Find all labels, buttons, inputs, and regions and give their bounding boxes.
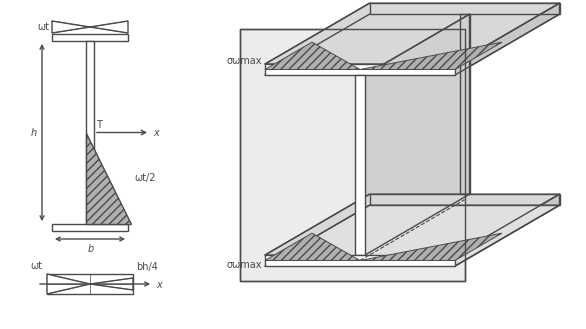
Polygon shape (86, 133, 131, 224)
Polygon shape (355, 75, 365, 255)
Polygon shape (265, 205, 560, 266)
Polygon shape (90, 21, 128, 33)
Text: bh/4: bh/4 (136, 262, 158, 272)
Bar (47, 274, 133, 294)
Polygon shape (265, 194, 560, 255)
Bar (52, 224, 128, 231)
Polygon shape (365, 14, 469, 255)
Polygon shape (265, 255, 455, 266)
Text: b: b (88, 244, 94, 254)
Polygon shape (265, 3, 560, 64)
Text: h: h (31, 128, 37, 138)
Text: ωt/2: ωt/2 (134, 173, 155, 183)
Polygon shape (90, 278, 133, 290)
Polygon shape (265, 233, 360, 261)
Polygon shape (47, 274, 90, 294)
Polygon shape (265, 64, 455, 75)
Polygon shape (265, 42, 360, 69)
Text: x: x (156, 280, 162, 290)
Text: x: x (153, 129, 159, 139)
Polygon shape (240, 29, 465, 281)
Text: σωmax: σωmax (227, 57, 262, 66)
Text: ωt: ωt (37, 22, 49, 32)
Polygon shape (455, 194, 560, 266)
Text: T: T (96, 119, 102, 130)
Text: ωt: ωt (30, 261, 42, 271)
Bar (52, 34, 128, 41)
Polygon shape (455, 3, 560, 75)
Polygon shape (52, 21, 90, 33)
Text: σωmax: σωmax (227, 260, 262, 269)
Bar (86, 41, 94, 224)
Polygon shape (360, 233, 502, 261)
Polygon shape (360, 42, 502, 69)
